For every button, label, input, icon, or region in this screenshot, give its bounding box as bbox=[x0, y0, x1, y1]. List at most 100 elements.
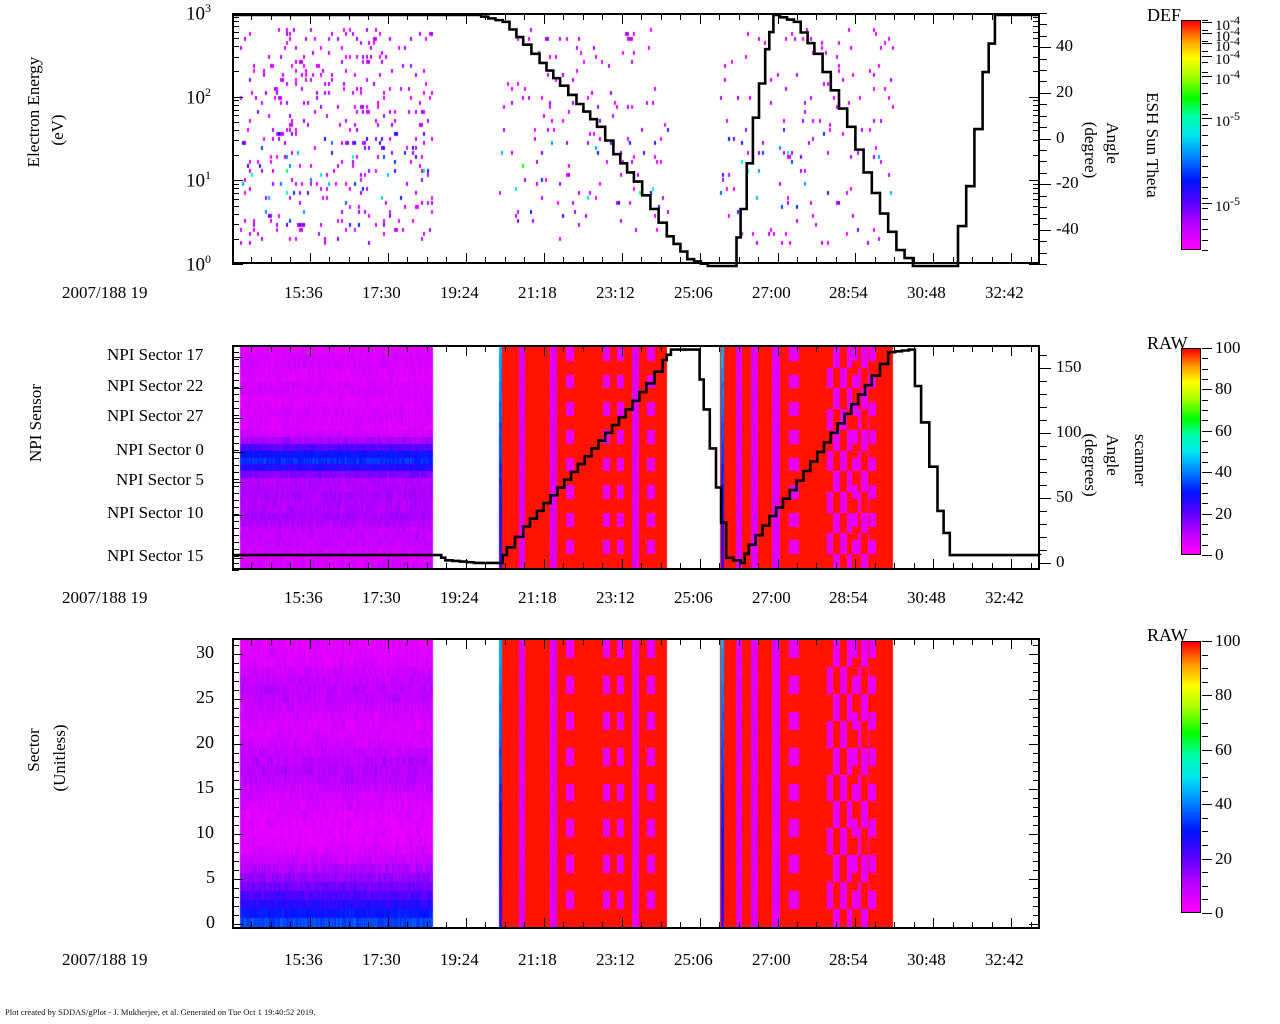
panel1-y-minor-tick bbox=[232, 224, 239, 225]
xaxis-tick bbox=[739, 257, 740, 264]
xaxis-tick bbox=[505, 922, 506, 929]
panel2-y-minor-tick bbox=[232, 415, 239, 416]
panel3-y-tick-right bbox=[1033, 681, 1040, 682]
xaxis-tick-top bbox=[388, 13, 389, 24]
xaxis-tick-top bbox=[797, 638, 798, 645]
colorbar-minor-tick bbox=[1202, 114, 1208, 115]
panel3-y-tick-right bbox=[1029, 924, 1040, 925]
panel3-y-tick-right bbox=[1033, 870, 1040, 871]
xaxis-tick-top bbox=[368, 345, 369, 352]
xaxis-tick-top bbox=[446, 13, 447, 20]
xaxis-tick bbox=[933, 918, 934, 929]
panel2-y-minor-tick bbox=[232, 514, 239, 515]
panel3-colorbar-title: RAW bbox=[1147, 625, 1188, 645]
panel2-colorbar-title: RAW bbox=[1147, 333, 1188, 353]
xaxis-tick-top bbox=[622, 638, 623, 649]
xaxis-tick-top bbox=[427, 345, 428, 352]
xaxis-tick-top bbox=[914, 345, 915, 352]
panel1-right-tick bbox=[1040, 59, 1047, 60]
xaxis-tick-top bbox=[602, 638, 603, 645]
xaxis-tick-top bbox=[1011, 13, 1012, 24]
xaxis-tick-top bbox=[349, 638, 350, 645]
xaxis-tick bbox=[778, 559, 779, 570]
panel1-right-tick bbox=[1040, 24, 1047, 25]
xaxis-tick-top bbox=[875, 638, 876, 645]
xaxis-tick-top bbox=[563, 638, 564, 645]
xaxis-tick-top bbox=[797, 13, 798, 20]
xaxis-tick bbox=[1031, 257, 1032, 264]
panel2-y-minor-tick bbox=[232, 394, 239, 395]
panel2-y-minor-tick bbox=[232, 486, 239, 487]
panel3-y-tick-right bbox=[1033, 897, 1040, 898]
colorbar-minor-tick bbox=[1202, 777, 1208, 778]
xaxis-tick-label: 32:42 bbox=[985, 950, 1024, 969]
xaxis-tick bbox=[485, 922, 486, 929]
xaxis-tick-top bbox=[680, 13, 681, 20]
colorbar-minor-tick bbox=[1202, 198, 1208, 199]
xaxis-tick-top bbox=[446, 345, 447, 352]
xaxis-tick-label: 32:42 bbox=[985, 588, 1024, 607]
panel1-y-minor-tick-right bbox=[1033, 110, 1040, 111]
panel1-y-minor-tick-right bbox=[1033, 239, 1040, 240]
xaxis-tick bbox=[329, 563, 330, 570]
colorbar-minor-tick bbox=[1202, 534, 1208, 535]
colorbar-tick-label: 10-4 bbox=[1215, 24, 1240, 45]
xaxis-tick bbox=[251, 922, 252, 929]
panel3-y-tick bbox=[232, 807, 239, 808]
panel1-ytick-label: 102 bbox=[186, 85, 211, 109]
colorbar-minor-tick bbox=[1202, 369, 1208, 370]
panel-npi-sensor: NPI Sensor NPI Sector 17 NPI Sector 22 NPI… bbox=[0, 0, 1241, 607]
panel3-y-tick bbox=[232, 735, 239, 736]
colorbar-tick-label: 80 bbox=[1215, 685, 1232, 704]
colorbar-minor-tick bbox=[1202, 30, 1208, 31]
panel2-ytick-label: NPI Sector 22 bbox=[107, 376, 204, 395]
colorbar-minor-tick bbox=[1202, 219, 1208, 220]
xaxis-tick-top bbox=[505, 638, 506, 645]
xaxis-tick-top bbox=[816, 13, 817, 20]
panel1-ytick-label: 101 bbox=[186, 168, 211, 192]
colorbar-minor-tick bbox=[1202, 410, 1208, 411]
credit-line: Plot created by SDDAS/gPlot - J. Mukherj… bbox=[5, 1007, 316, 1017]
panel1-y-minor-tick bbox=[232, 100, 239, 101]
xaxis-tick-top bbox=[407, 13, 408, 20]
xaxis-tick-top bbox=[875, 345, 876, 352]
xaxis-tick-label: 23:12 bbox=[596, 283, 635, 302]
panel2-y-minor-tick bbox=[232, 549, 239, 550]
colorbar-major-tick bbox=[1202, 389, 1212, 390]
colorbar-tick-label: 100 bbox=[1215, 631, 1241, 650]
xaxis-tick-label: 28:54 bbox=[829, 588, 868, 607]
colorbar-major-tick bbox=[1202, 431, 1212, 432]
panel3-xaxis-origin-label: 2007/188 19 bbox=[62, 950, 148, 969]
xaxis-tick bbox=[427, 922, 428, 929]
panel2-right-tick bbox=[1040, 446, 1047, 447]
xaxis-tick bbox=[310, 918, 311, 929]
xaxis-tick-top bbox=[251, 345, 252, 352]
xaxis-tick-top bbox=[816, 345, 817, 352]
panel1-xaxis-origin-label: 2007/188 19 bbox=[62, 283, 148, 302]
panel3-y-tick bbox=[232, 843, 239, 844]
xaxis-tick-top bbox=[524, 13, 525, 20]
xaxis-tick-top bbox=[310, 13, 311, 24]
colorbar-minor-tick bbox=[1202, 831, 1208, 832]
xaxis-tick bbox=[836, 563, 837, 570]
xaxis-tick-top bbox=[914, 13, 915, 20]
xaxis-tick-top bbox=[232, 345, 233, 352]
xaxis-tick bbox=[524, 922, 525, 929]
xaxis-tick bbox=[583, 922, 584, 929]
panel2-right-tick bbox=[1040, 485, 1047, 486]
panel2-y-minor-tick bbox=[232, 493, 239, 494]
panel2-plot-area bbox=[231, 345, 1042, 570]
xaxis-tick bbox=[797, 257, 798, 264]
xaxis-tick-top bbox=[700, 13, 701, 24]
panel1-right-tick bbox=[1040, 230, 1051, 231]
xaxis-tick-top bbox=[972, 345, 973, 352]
colorbar-minor-tick bbox=[1202, 818, 1208, 819]
xaxis-tick-top bbox=[232, 638, 233, 645]
xaxis-tick-top bbox=[271, 13, 272, 20]
xaxis-tick-top bbox=[446, 638, 447, 645]
xaxis-tick-label: 25:06 bbox=[674, 950, 713, 969]
xaxis-tick bbox=[972, 922, 973, 929]
xaxis-tick bbox=[700, 918, 701, 929]
xaxis-tick bbox=[349, 563, 350, 570]
xaxis-tick-label: 30:48 bbox=[907, 283, 946, 302]
